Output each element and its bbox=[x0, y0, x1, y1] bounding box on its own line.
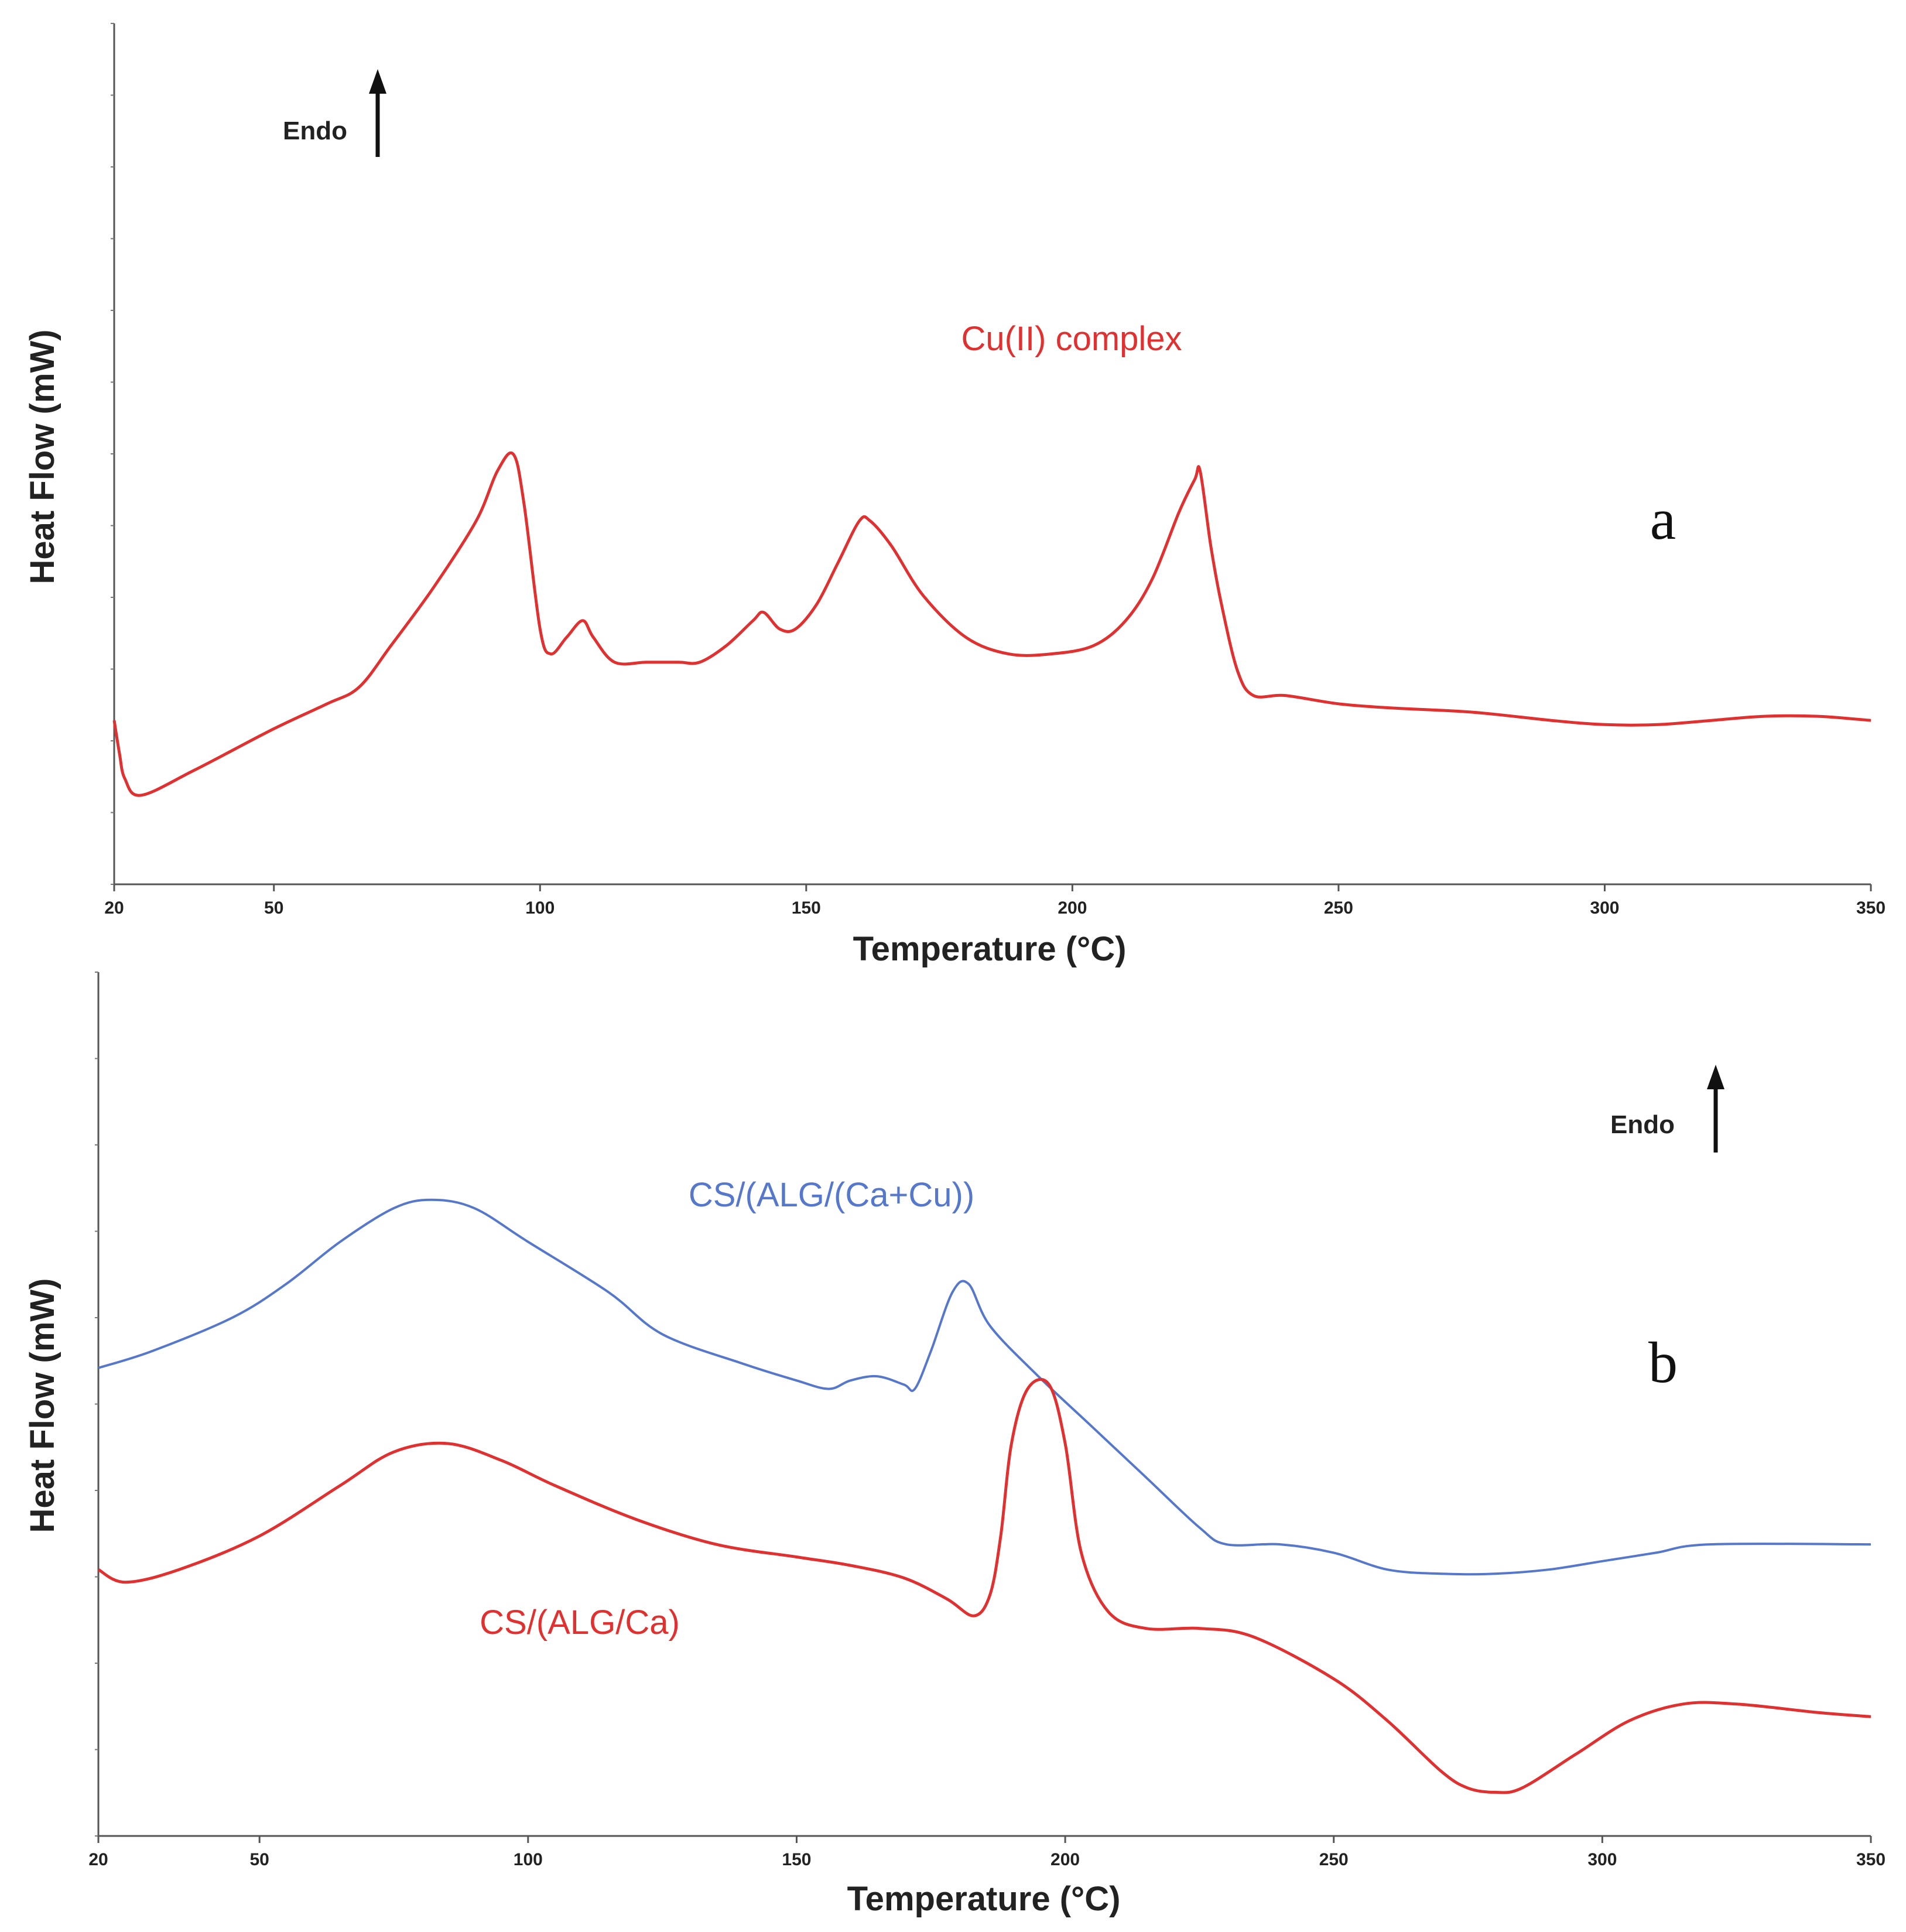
panel-b-x-tick-label: 350 bbox=[1856, 1850, 1886, 1869]
panel-b-endo-marker: Endo bbox=[1610, 1065, 1724, 1153]
panel-b-x-tick-label: 100 bbox=[514, 1850, 543, 1869]
panel-b-x-tick-label: 20 bbox=[88, 1850, 108, 1869]
panel-a-letter: a bbox=[1650, 487, 1676, 552]
panel-b-x-tick-label: 250 bbox=[1319, 1850, 1349, 1869]
panel-b-endo-arrowhead-icon bbox=[1707, 1065, 1724, 1089]
panel-a-series-label-cu-complex: Cu(II) complex bbox=[961, 320, 1182, 358]
panel-b-y-axis-title: Heat Flow (mW) bbox=[23, 1278, 61, 1533]
panel-b-x-tick-label: 50 bbox=[249, 1850, 269, 1869]
panel-a-y-axis-title: Heat Flow (mW) bbox=[23, 330, 61, 584]
panel-b-x-tick-label: 150 bbox=[782, 1850, 811, 1869]
panel-a-x-tick-label: 200 bbox=[1058, 898, 1087, 918]
panel-b-series-cs-alg-ca-cu bbox=[98, 1198, 1871, 1576]
panel-a-x-tick-label: 150 bbox=[792, 898, 821, 918]
panel-a-x-axis-title: Temperature (°C) bbox=[853, 930, 1127, 968]
panel-a-endo-label: Endo bbox=[283, 117, 347, 145]
panel-a-x-tick-label: 250 bbox=[1324, 898, 1353, 918]
panel-a-x-ticks: 20 50 100 150 200 250 300 350 bbox=[104, 884, 1886, 918]
panel-b-x-tick-label: 300 bbox=[1587, 1850, 1617, 1869]
panel-a-endo-arrowhead-icon bbox=[369, 69, 386, 94]
panel-a-endo-marker: Endo bbox=[283, 69, 386, 157]
panel-b-y-minor-ticks bbox=[95, 972, 98, 1837]
panel-b-letter: b bbox=[1648, 1330, 1678, 1395]
panel-a-y-minor-ticks bbox=[111, 23, 114, 885]
panel-a-x-tick-label: 100 bbox=[525, 898, 555, 918]
panel-a-x-tick-label: 350 bbox=[1856, 898, 1886, 918]
panel-a-series-cu-complex bbox=[112, 452, 1871, 797]
panel-b-x-ticks: 20 50 100 150 200 250 300 350 bbox=[88, 1836, 1886, 1869]
panel-b: 20 50 100 150 200 250 300 350 Temperature (°C) … bbox=[23, 972, 1886, 1918]
panel-b-endo-label: Endo bbox=[1610, 1110, 1675, 1139]
panel-b-x-axis-title: Temperature (°C) bbox=[847, 1880, 1121, 1918]
panel-b-series-label-cs-alg-ca: CS/(ALG/Ca) bbox=[480, 1603, 680, 1642]
panel-a-x-tick-label: 50 bbox=[264, 898, 283, 918]
panel-a: 20 50 100 150 200 250 300 350 Temperature (°C) … bbox=[23, 23, 1886, 968]
panel-a-x-tick-label: 20 bbox=[104, 898, 124, 918]
panel-b-series-label-cs-alg-ca-cu: CS/(ALG/(Ca+Cu)) bbox=[689, 1176, 974, 1214]
panel-a-x-tick-label: 300 bbox=[1590, 898, 1619, 918]
panel-b-x-tick-label: 200 bbox=[1050, 1850, 1080, 1869]
panel-b-series-cs-alg-ca bbox=[97, 1377, 1871, 1794]
